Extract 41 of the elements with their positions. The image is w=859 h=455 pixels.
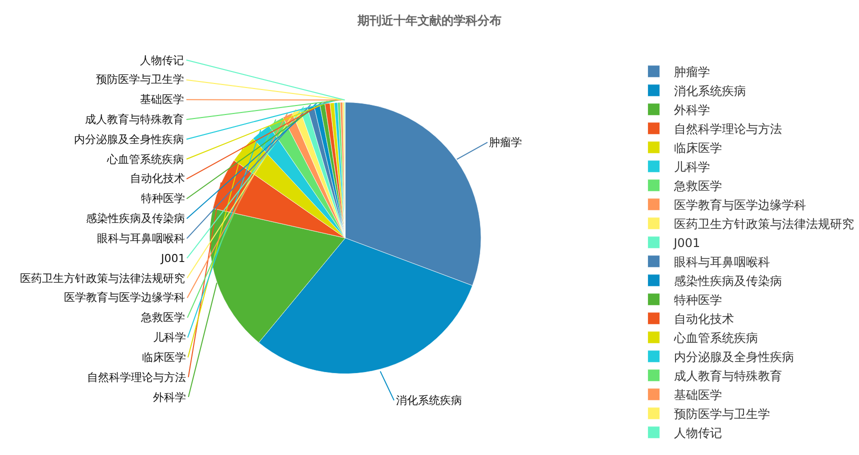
slice-label: 感染性疾病及传染病 xyxy=(86,212,185,225)
slice-label: 人物传记 xyxy=(140,54,184,67)
slice-label: J001 xyxy=(160,252,186,265)
slice-label: 儿科学 xyxy=(153,331,186,344)
legend-label: 感染性疾病及传染病 xyxy=(674,274,782,288)
legend-label: 内分泌腺及全身性疾病 xyxy=(674,350,794,364)
slice-label: 医药卫生方针政策与法律法规研究 xyxy=(20,272,185,285)
legend-label: 医药卫生方针政策与法律法规研究 xyxy=(674,217,854,232)
legend-label: 特种医学 xyxy=(674,293,722,308)
slice-label: 成人教育与特殊教育 xyxy=(85,113,184,126)
slice-label: 自然科学理论与方法 xyxy=(87,371,186,384)
legend-label: 外科学 xyxy=(674,103,710,118)
slice-label: 眼科与耳鼻咽喉科 xyxy=(97,232,185,245)
legend-label: 眼科与耳鼻咽喉科 xyxy=(674,255,770,270)
slice-label: 急救医学 xyxy=(140,311,185,324)
slice-label: 自动化技术 xyxy=(130,172,185,185)
slice-label: 特种医学 xyxy=(141,192,185,205)
slice-label: 预防医学与卫生学 xyxy=(96,73,184,86)
legend-label: 基础医学 xyxy=(674,388,722,402)
slice-label: 临床医学 xyxy=(142,351,186,364)
legend-label: 人物传记 xyxy=(674,426,722,440)
slice-label: 内分泌腺及全身性疾病 xyxy=(74,133,184,146)
legend-label: 医学教育与医学边缘学科 xyxy=(674,198,806,212)
slice-label: 消化系统疾病 xyxy=(396,394,462,407)
slice-label: 基础医学 xyxy=(140,93,184,106)
legend-label: 儿科学 xyxy=(674,160,710,174)
legend-label: 临床医学 xyxy=(674,141,722,156)
legend-label: 肿瘤学 xyxy=(674,65,710,80)
legend-label: 自然科学理论与方法 xyxy=(674,122,782,136)
legend-label: 消化系统疾病 xyxy=(674,84,746,98)
slice-label: 医学教育与医学边缘学科 xyxy=(64,291,185,304)
legend-label: J001 xyxy=(672,236,700,250)
chart-title: 期刊近十年文献的学科分布 xyxy=(356,14,502,28)
slice-label: 肿瘤学 xyxy=(489,136,522,149)
slice-label: 外科学 xyxy=(153,391,186,404)
legend-label: 成人教育与特殊教育 xyxy=(674,369,782,384)
legend-label: 心血管系统疾病 xyxy=(672,331,758,346)
legend-label: 自动化技术 xyxy=(674,312,734,326)
legend-label: 急救医学 xyxy=(672,179,722,194)
legend-label: 预防医学与卫生学 xyxy=(674,407,770,422)
slice-label: 心血管系统疾病 xyxy=(106,153,184,166)
